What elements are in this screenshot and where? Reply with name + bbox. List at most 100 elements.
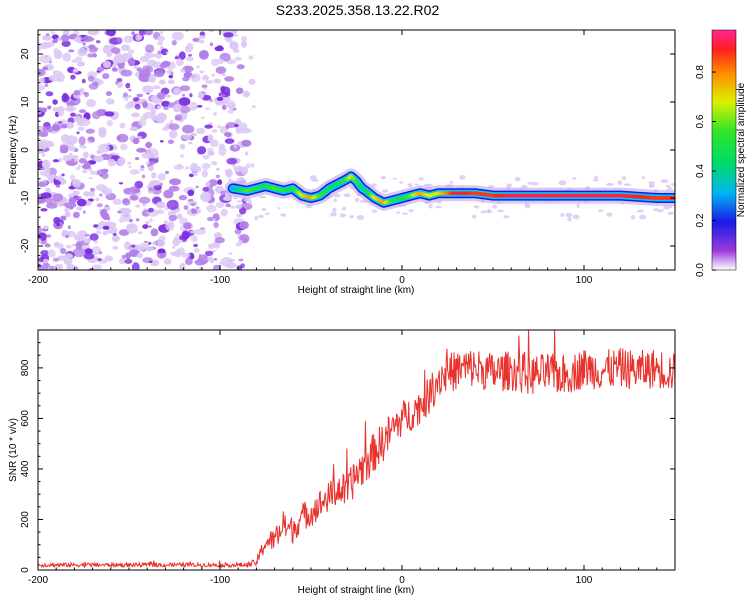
noise-speckle (180, 68, 186, 73)
noise-speckle (206, 204, 217, 213)
noise-speckle (77, 47, 88, 57)
noise-speckle (171, 40, 177, 46)
noise-speckle (199, 70, 205, 74)
noise-speckle (61, 173, 65, 176)
noise-speckle (141, 65, 154, 74)
noise-speckle (72, 190, 80, 196)
noise-speckle (56, 223, 61, 227)
noise-speckle (156, 209, 165, 214)
colorbar-tick-label: 0.2 (695, 213, 706, 227)
noise-speckle (102, 60, 112, 69)
noise-speckle (193, 243, 198, 248)
noise-speckle (84, 248, 93, 255)
line-speckle (258, 195, 267, 199)
colorbar-tick-label: 0.6 (695, 114, 706, 128)
noise-speckle (156, 112, 167, 122)
noise-speckle (221, 101, 226, 105)
noise-speckle (177, 163, 182, 168)
line-speckle (236, 200, 243, 203)
noise-speckle (139, 167, 145, 172)
noise-speckle (38, 107, 43, 112)
noise-speckle (241, 166, 249, 175)
noise-speckle (129, 169, 140, 175)
noise-speckle (236, 213, 243, 218)
noise-speckle (145, 161, 150, 165)
noise-speckle (165, 222, 175, 231)
noise-speckle (128, 165, 132, 168)
line-speckle (606, 212, 613, 217)
noise-speckle (205, 181, 211, 187)
noise-speckle (135, 218, 140, 222)
noise-speckle (248, 55, 254, 60)
noise-speckle (130, 137, 134, 140)
noise-speckle (209, 202, 213, 205)
line-speckle (341, 206, 346, 211)
noise-speckle (83, 161, 91, 170)
noise-speckle (64, 202, 77, 209)
noise-speckle (129, 194, 138, 201)
noise-speckle (106, 52, 113, 58)
noise-speckle (151, 172, 157, 179)
noise-speckle (189, 93, 193, 98)
line-speckle (667, 211, 674, 215)
noise-speckle (153, 184, 162, 191)
noise-speckle (169, 119, 174, 125)
spectrogram-y-axis: -20 -10 0 10 20 (20, 34, 675, 266)
noise-speckle (194, 259, 206, 266)
noise-speckle (72, 69, 77, 73)
noise-speckle (167, 139, 175, 145)
line-speckle (407, 183, 413, 188)
line-speckle (665, 184, 671, 188)
noise-speckle (192, 37, 200, 42)
line-speckle (594, 175, 599, 181)
noise-speckle (148, 187, 154, 192)
noise-speckle (38, 141, 49, 150)
noise-speckle (63, 257, 73, 266)
noise-speckle (104, 204, 109, 208)
snr-series-line (38, 330, 675, 569)
x-tick-label: -100 (210, 575, 230, 586)
noise-speckle (39, 170, 51, 177)
line-speckle (309, 175, 317, 181)
noise-speckle (83, 210, 86, 214)
noise-speckle (39, 264, 49, 270)
noise-speckle (144, 51, 152, 60)
noise-speckle (166, 199, 179, 210)
noise-speckle (173, 164, 185, 170)
line-speckle (606, 182, 614, 187)
x-tick-label: 0 (399, 275, 405, 286)
noise-speckle (50, 75, 56, 80)
line-speckle (572, 214, 580, 220)
noise-speckle (136, 252, 143, 259)
noise-speckle (168, 123, 180, 131)
noise-speckle (175, 116, 179, 120)
noise-speckle (148, 74, 156, 83)
noise-speckle (179, 85, 191, 92)
noise-speckle (145, 44, 155, 53)
noise-speckle (51, 123, 61, 132)
line-speckle (243, 197, 251, 202)
spectrogram-x-label: Height of straight line (km) (298, 285, 415, 296)
noise-speckle (64, 253, 74, 260)
noise-speckle (227, 38, 233, 43)
noise-speckle (223, 32, 234, 38)
line-speckle (264, 212, 271, 215)
noise-speckle (124, 258, 133, 264)
noise-speckle (233, 145, 237, 149)
noise-speckle (223, 196, 233, 202)
noise-speckle (201, 169, 209, 178)
noise-speckle (38, 238, 42, 244)
line-speckle (449, 180, 454, 184)
noise-speckle (178, 97, 191, 106)
noise-speckle (138, 196, 151, 204)
colorbar: 0.0 0.2 0.4 0.6 0.8 Normalized spectral ampl… (695, 29, 747, 277)
noise-speckle (66, 121, 75, 129)
noise-speckle (68, 34, 76, 40)
noise-speckle (127, 57, 136, 67)
noise-speckle (52, 159, 60, 163)
noise-speckle (145, 141, 153, 149)
noise-speckle (52, 70, 63, 77)
noise-speckle (84, 92, 89, 98)
noise-speckle (70, 174, 76, 181)
noise-speckle (85, 128, 95, 134)
